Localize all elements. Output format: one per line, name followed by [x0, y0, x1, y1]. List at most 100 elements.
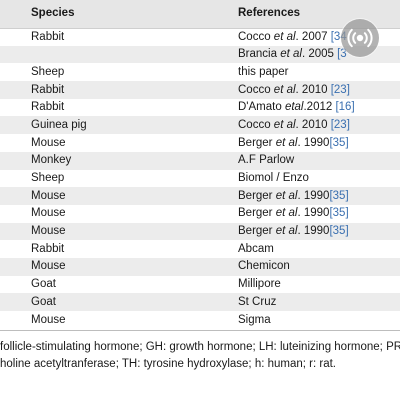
species-cell: Sheep [31, 172, 65, 184]
reference-author: Abcam [238, 242, 274, 255]
podcast-icon [347, 28, 373, 48]
reference-cell: D'Amato etal.2012 [16] [238, 99, 355, 116]
reference-year: . 1990 [297, 189, 330, 202]
table-bottom-rule [0, 330, 400, 331]
species-cell: Rabbit [31, 30, 65, 43]
reference-author: Berger [238, 207, 276, 220]
table-row: Guinea pig Cocco et al. 2010 [23] [0, 116, 400, 135]
table-row: Mouse Sigma [0, 311, 400, 329]
reference-cell: A.F Parlow [238, 152, 294, 169]
table-row: Mouse Berger et al. 1990[35] [0, 222, 400, 241]
reference-cell: this paper [238, 64, 289, 81]
reference-cell: Berger et al. 1990[35] [238, 135, 349, 152]
citation-link[interactable]: [23] [330, 83, 350, 96]
citation-link[interactable]: [23] [330, 118, 350, 131]
reference-author: St Cruz [238, 295, 277, 308]
species-cell: Sheep [31, 65, 65, 78]
table-row: Mouse Berger et al. 1990[35] [0, 205, 400, 223]
reference-author: Millipore [238, 278, 281, 291]
table-row: Brancia et al. 2005 [3 [0, 45, 400, 64]
reference-cell: Cocco et al. 2007 [34 [238, 29, 347, 46]
species-cell: Monkey [31, 154, 72, 167]
species-cell: Rabbit [31, 83, 65, 96]
reference-cell: Berger et al. 1990[35] [238, 188, 349, 205]
species-cell: Mouse [31, 260, 66, 273]
table-row: Sheep Biomol / Enzo [0, 170, 400, 188]
reference-cell: Brancia et al. 2005 [3 [238, 46, 347, 63]
table-row: Monkey A.F Parlow [0, 151, 400, 170]
species-cell: Mouse [31, 225, 66, 238]
table-body: Rabbit Cocco et al. 2007 [34 Brancia et al… [0, 28, 400, 329]
reference-cell: Abcam [238, 241, 274, 258]
citation-link[interactable]: [35] [329, 207, 349, 220]
footnote-line-1: follicle-stimulating hormone; GH: growth… [0, 341, 400, 353]
reference-year: . 2010 [295, 83, 331, 96]
table-row: Mouse Berger et al. 1990[35] [0, 134, 400, 152]
reference-author: Berger [238, 225, 276, 238]
reference-etal: et al [275, 189, 298, 202]
reference-author: Chemicon [238, 260, 290, 273]
reference-year: . 1990 [297, 225, 330, 238]
reference-cell: St Cruz [238, 294, 276, 311]
table-row: Rabbit Cocco et al. 2010 [23] [0, 81, 400, 99]
table-row: Goat St Cruz [0, 293, 400, 311]
citation-link[interactable]: [35] [329, 189, 349, 202]
species-cell: Mouse [31, 136, 66, 149]
reference-author: Cocco [238, 83, 274, 96]
references-header: References [238, 7, 301, 19]
footnote-line-2: holine acetyltranferase; TH: tyrosine hy… [0, 358, 336, 370]
table-row: Goat Millipore [0, 276, 400, 294]
table-row: Mouse Chemicon [0, 257, 400, 276]
reference-cell: Cocco et al. 2010 [23] [238, 82, 350, 99]
species-cell: Goat [31, 295, 56, 308]
reference-cell: Berger et al. 1990[35] [238, 205, 349, 222]
reference-year: . 1990 [297, 207, 330, 220]
table-row: Rabbit D'Amato etal.2012 [16] [0, 99, 400, 117]
reference-year: . 2010 [295, 118, 331, 131]
table-row: Rabbit Abcam [0, 240, 400, 258]
reference-year: .2012 [303, 101, 336, 114]
species-cell: Rabbit [31, 242, 65, 255]
reference-cell: Cocco et al. 2010 [23] [238, 117, 350, 134]
species-cell: Guinea pig [31, 118, 87, 131]
table-row: Mouse Berger et al. 1990[35] [0, 187, 400, 205]
podcast-button[interactable] [341, 19, 379, 57]
species-cell: Rabbit [31, 101, 65, 114]
citation-link[interactable]: [35] [329, 136, 349, 149]
reference-year: . 1990 [297, 136, 330, 149]
citation-link[interactable]: [16] [335, 101, 355, 114]
citation-link[interactable]: [3 [337, 48, 347, 61]
reference-etal: et al [280, 48, 302, 61]
species-cell: Mouse [31, 313, 66, 326]
reference-author: A.F Parlow [238, 154, 295, 167]
species-cell: Mouse [31, 207, 66, 220]
species-header: Species [31, 7, 75, 19]
reference-author: Berger [238, 189, 276, 202]
reference-cell: Sigma [238, 312, 271, 329]
reference-cell: Biomol / Enzo [238, 170, 309, 187]
reference-author: Berger [238, 136, 276, 149]
reference-author: Cocco [238, 30, 274, 43]
reference-author: Brancia [238, 48, 281, 61]
table-header: Species References [0, 0, 400, 29]
citation-link[interactable]: [35] [329, 225, 349, 238]
reference-etal: etal [284, 101, 304, 114]
reference-author: Cocco [238, 118, 274, 131]
reference-author: Sigma [238, 313, 271, 326]
reference-author: D'Amato [238, 101, 285, 114]
reference-etal: et al [273, 118, 296, 131]
table-row: Sheep this paper [0, 63, 400, 81]
reference-year: . 2005 [301, 48, 338, 61]
reference-cell: Chemicon [238, 258, 290, 275]
reference-author: this paper [238, 65, 289, 78]
reference-author: Biomol / Enzo [238, 172, 309, 184]
species-cell: Mouse [31, 189, 66, 202]
reference-cell: Berger et al. 1990[35] [238, 223, 349, 240]
reference-etal: et al [273, 83, 296, 96]
table-row: Rabbit Cocco et al. 2007 [34 [0, 28, 400, 46]
reference-etal: et al [275, 207, 298, 220]
reference-etal: et al [273, 30, 296, 43]
reference-etal: et al [275, 136, 298, 149]
reference-year: . 2007 [295, 30, 331, 43]
